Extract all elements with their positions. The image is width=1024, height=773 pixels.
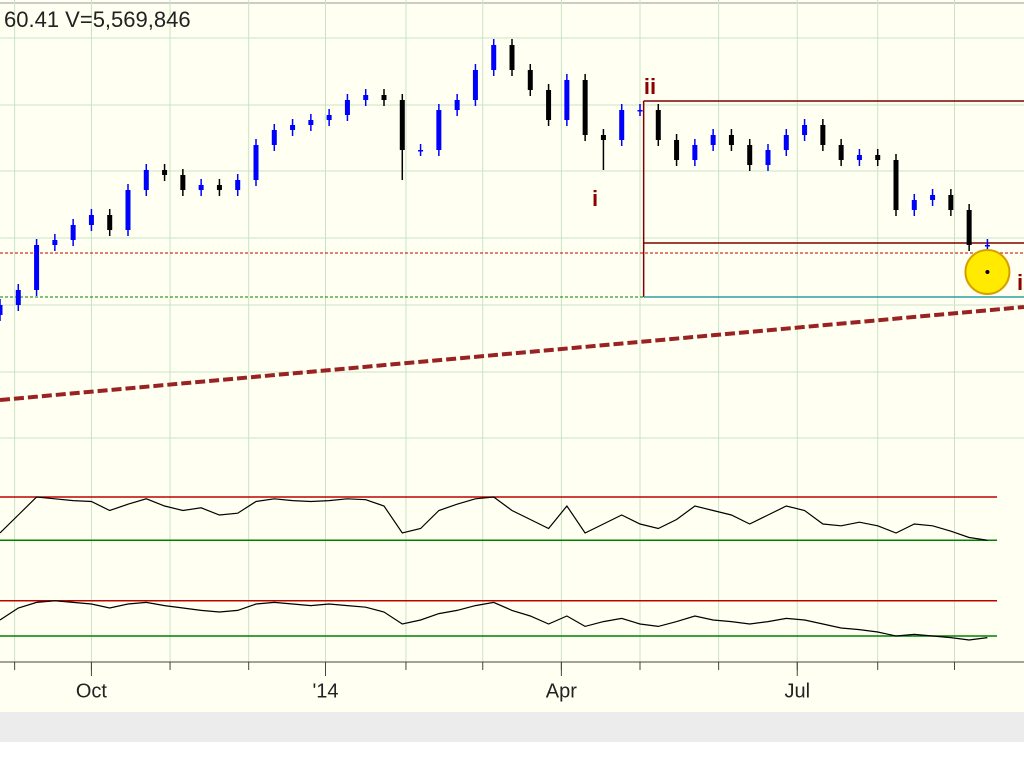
wave-label: ii xyxy=(644,74,656,99)
candle-body xyxy=(674,140,680,160)
x-tick-label: Oct xyxy=(76,680,108,702)
candle-body xyxy=(162,170,168,175)
candle-body xyxy=(710,135,716,145)
candle-body xyxy=(198,185,204,190)
candle-body xyxy=(546,90,552,120)
footer-band xyxy=(0,712,1024,742)
candle-body xyxy=(820,125,826,145)
candle-body xyxy=(875,155,881,160)
candle-body xyxy=(783,135,789,150)
candle-body xyxy=(271,130,277,145)
candle-body xyxy=(143,170,149,190)
candle-body xyxy=(893,160,899,210)
candle-body xyxy=(491,45,497,70)
candle-body xyxy=(527,70,533,90)
candle-body xyxy=(399,100,405,150)
candle-body xyxy=(472,70,478,100)
trendline xyxy=(0,305,1024,402)
candle-body xyxy=(582,80,588,135)
candle-body xyxy=(34,245,40,290)
candle-body xyxy=(344,100,350,115)
candle-body xyxy=(381,95,387,100)
candle-body xyxy=(600,135,606,140)
candle-body xyxy=(655,110,661,140)
candle-body xyxy=(180,175,186,190)
candle-body xyxy=(637,110,643,112)
candle-body xyxy=(88,215,94,225)
candle-body xyxy=(838,145,844,160)
candle-body xyxy=(326,115,332,120)
candle-body xyxy=(454,100,460,110)
candle-body xyxy=(436,110,442,150)
candle-body xyxy=(930,195,936,200)
candle-body xyxy=(856,155,862,160)
wave-label: i xyxy=(1017,270,1023,295)
header-text: 60.41 V=5,569,846 xyxy=(4,7,191,32)
candle-body xyxy=(948,195,954,210)
marker-dot xyxy=(985,270,990,274)
candle-body xyxy=(216,185,222,190)
candle-body xyxy=(728,135,734,145)
candle-body xyxy=(0,305,3,315)
indicator-line xyxy=(0,496,988,541)
x-tick-label: '14 xyxy=(312,680,338,702)
candle-body xyxy=(747,145,753,165)
candle-body xyxy=(984,245,990,247)
candle-body xyxy=(363,95,369,100)
candle-body xyxy=(15,290,21,305)
candle-body xyxy=(107,215,113,230)
candle-body xyxy=(692,145,698,160)
candle-body xyxy=(564,80,570,120)
candle-body xyxy=(966,210,972,245)
candle-body xyxy=(802,125,808,135)
candle-body xyxy=(235,180,241,190)
candle-body xyxy=(509,45,515,70)
candle-body xyxy=(308,120,314,125)
candle-body xyxy=(70,225,76,240)
plot-background xyxy=(0,0,1024,712)
x-tick-label: Apr xyxy=(546,680,577,702)
candle-body xyxy=(765,150,771,165)
candle-body xyxy=(619,110,625,140)
candle-body xyxy=(52,240,58,245)
candle-body xyxy=(418,150,424,152)
wave-label: i xyxy=(592,186,598,211)
x-tick-label: Jul xyxy=(784,680,810,702)
candle-body xyxy=(125,190,131,230)
plot-layer xyxy=(0,39,1024,641)
grid xyxy=(0,0,1024,676)
candle-body xyxy=(253,145,259,180)
candle-body xyxy=(911,200,917,210)
indicator-line xyxy=(0,600,988,641)
candle-body xyxy=(290,125,296,130)
